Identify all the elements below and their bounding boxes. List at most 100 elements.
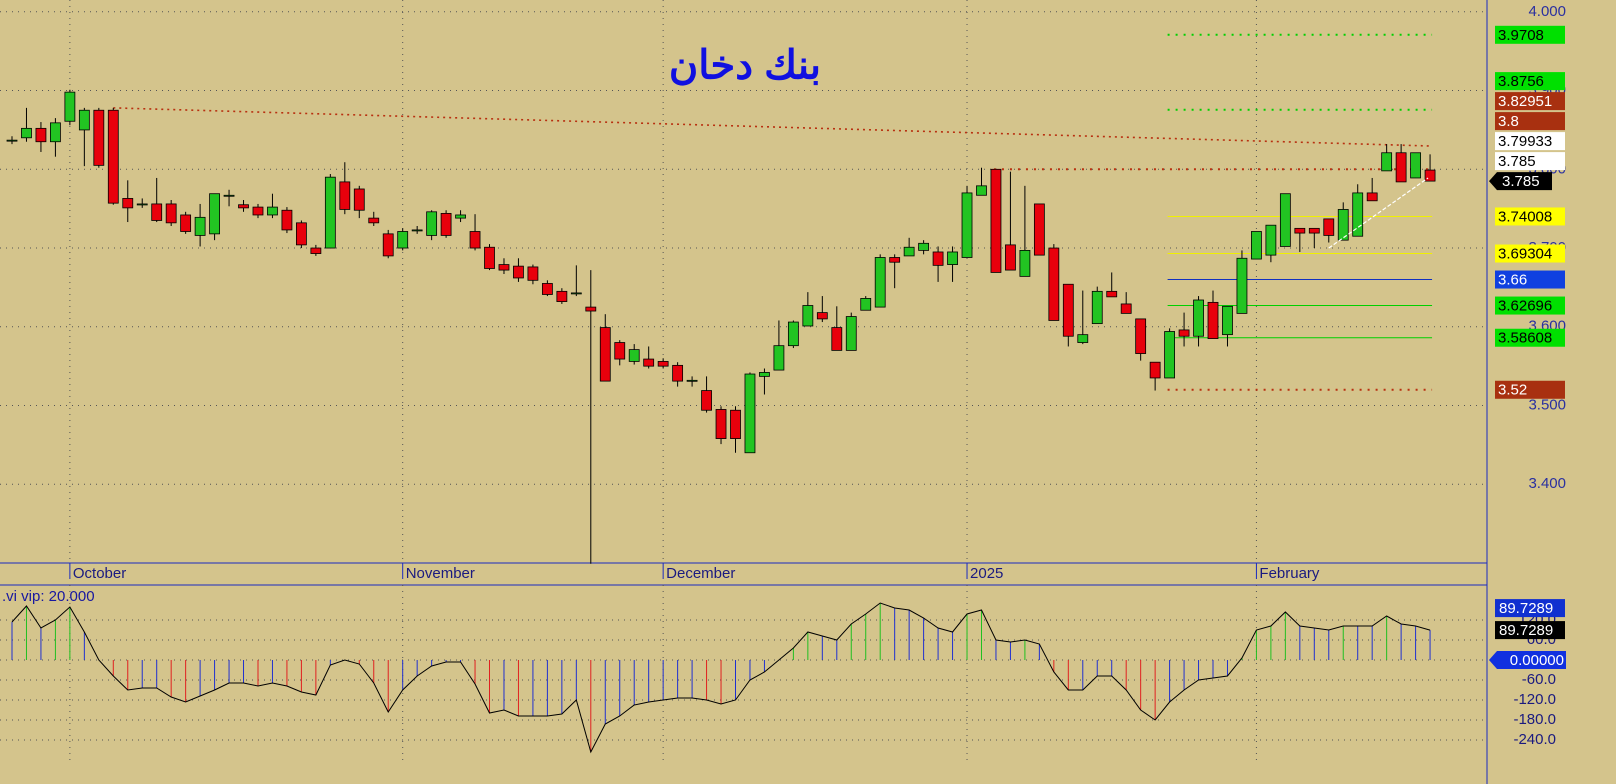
candle-body (136, 203, 148, 206)
level-label: 3.66 (1498, 272, 1527, 289)
candle-body (715, 409, 727, 439)
trendline-white (1328, 177, 1429, 249)
candle-body (252, 206, 264, 216)
candle-body (874, 257, 886, 308)
indicator-label: .vi vip: 20.000 (2, 588, 95, 605)
candle-body (151, 203, 163, 221)
level-box (1495, 92, 1565, 111)
price-pointer (1489, 172, 1552, 191)
y-tick-label: 3.500 (1528, 396, 1566, 413)
level-box (1495, 207, 1565, 226)
candle-body (455, 214, 466, 219)
candle-body (513, 265, 524, 279)
level-box (1495, 152, 1565, 171)
candle-body (339, 181, 351, 210)
candle-body (165, 203, 177, 224)
candle-body (267, 206, 278, 216)
candle-body (93, 109, 105, 166)
level-label: 3.8 (1498, 113, 1519, 130)
candle-body (498, 264, 510, 271)
level-box (1495, 328, 1565, 347)
candle-body (50, 122, 61, 143)
candle-body (21, 127, 32, 139)
level-label: 3.785 (1498, 153, 1536, 170)
candle-body (585, 306, 597, 312)
candle-body (643, 358, 655, 367)
candle-body (1352, 192, 1364, 237)
candle-body (787, 321, 799, 347)
indicator-box (1495, 599, 1565, 618)
level-label: 3.74008 (1498, 208, 1552, 225)
candle-body (281, 209, 293, 231)
candle-body (238, 204, 249, 209)
candle-body (78, 109, 90, 131)
level-label: 3.785 (1502, 173, 1540, 190)
indicator-tick-label: 0.00000 (1510, 652, 1564, 669)
indicator-line (11, 602, 1431, 754)
candle-body (527, 266, 539, 281)
candle-body (1294, 227, 1306, 234)
candle-body (1207, 301, 1219, 339)
candle-body (295, 222, 307, 246)
trendline (113, 107, 1433, 147)
candle-body (1149, 361, 1161, 379)
candle-body (657, 361, 669, 367)
level-label: 3.8756 (1498, 73, 1544, 90)
candle-body (223, 194, 235, 197)
candle-body (802, 305, 814, 327)
candle-body (469, 231, 481, 249)
candle-body (1077, 334, 1089, 343)
candle-body (845, 316, 857, 351)
candle-body (1395, 152, 1407, 183)
candle-body (816, 312, 828, 320)
indicator-tick-label: -120.0 (1513, 691, 1556, 708)
level-box (1495, 270, 1565, 289)
candle-body (1222, 305, 1233, 336)
candle-body (961, 192, 973, 258)
level-label: 3.9708 (1498, 27, 1544, 44)
candle-body (411, 229, 423, 232)
candle-body (35, 127, 47, 143)
candle-body (1366, 192, 1378, 202)
candle-body (570, 292, 582, 295)
candle-body (1062, 283, 1074, 337)
level-label: 3.82951 (1498, 93, 1552, 110)
candle-body (1236, 257, 1248, 314)
x-tick-label: February (1259, 565, 1320, 582)
level-box (1495, 132, 1565, 151)
candle-body (1337, 209, 1349, 241)
candle-body (1410, 152, 1421, 179)
candle-body (353, 188, 365, 211)
level-label: 3.62696 (1498, 298, 1552, 315)
candle-body (1106, 290, 1118, 298)
indicator-tick-label: -60.0 (1522, 671, 1556, 688)
candle-body (701, 390, 712, 411)
candle-body (1005, 244, 1016, 271)
candle-body (368, 217, 380, 224)
candle-body (180, 214, 192, 232)
candle-body (1164, 331, 1175, 379)
level-box (1495, 380, 1565, 399)
indicator-tick-label: -240.0 (1513, 731, 1556, 748)
candle-body (397, 231, 409, 249)
level-box (1495, 244, 1565, 263)
candle-body (599, 327, 611, 382)
candle-body (1135, 318, 1147, 354)
level-box (1495, 296, 1565, 315)
candle-body (686, 379, 698, 382)
level-box (1495, 72, 1565, 91)
level-label: 3.52 (1498, 382, 1527, 399)
candle-body (1019, 249, 1031, 277)
zero-pointer (1489, 651, 1566, 669)
candle-body (932, 251, 944, 266)
chart-title: بنك دخان (669, 44, 821, 88)
candle-body (122, 198, 134, 209)
level-label: 3.79933 (1498, 133, 1552, 150)
candle-body (672, 364, 684, 382)
y-tick-label: 4.000 (1528, 3, 1566, 20)
candle-body (426, 211, 438, 236)
candle-body (730, 409, 741, 439)
candle-body (903, 246, 915, 257)
candle-body (382, 233, 394, 257)
